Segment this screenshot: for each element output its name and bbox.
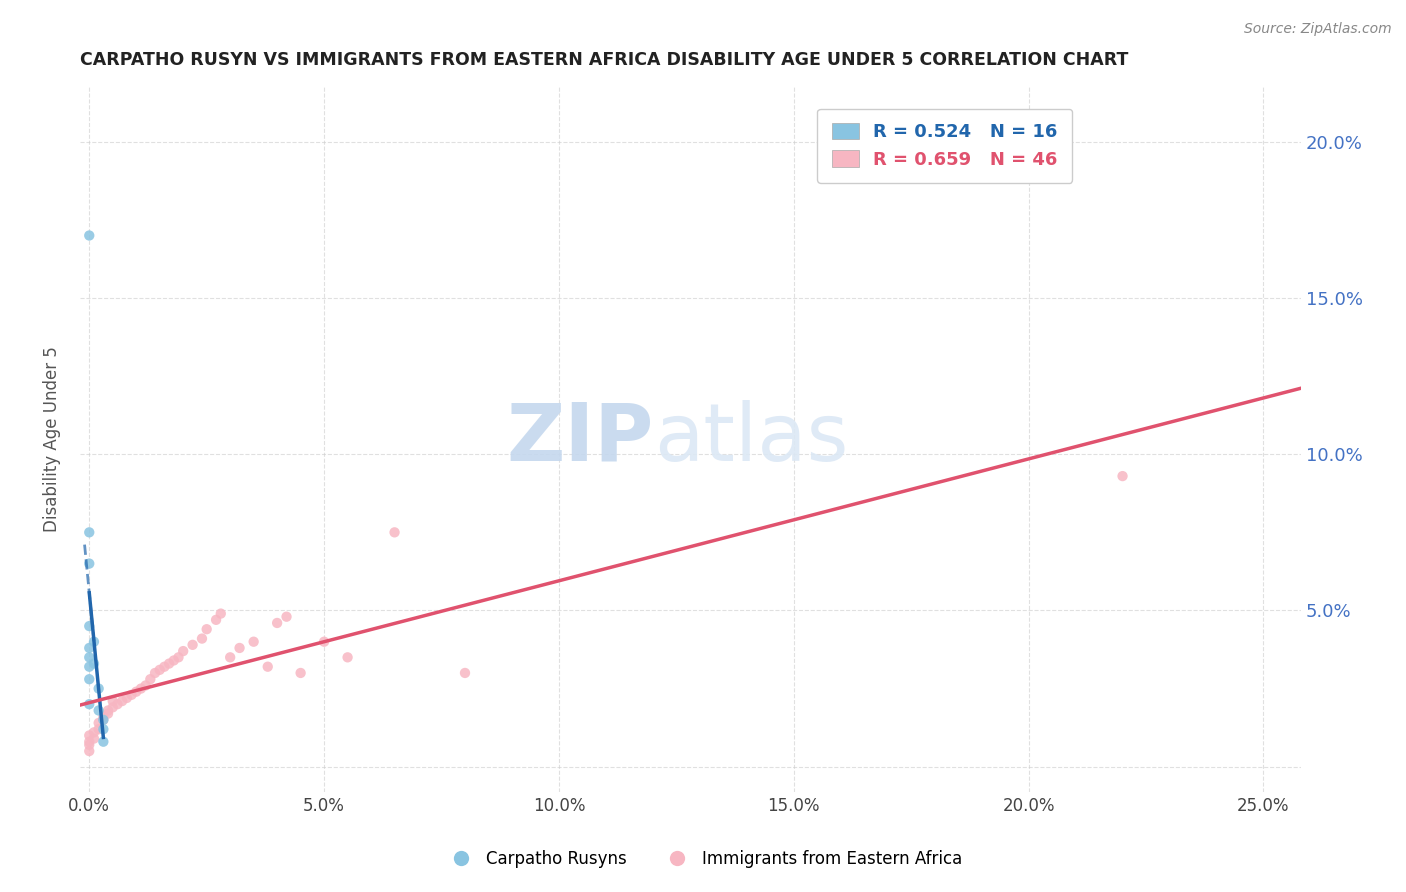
- Point: [153, 659, 176, 673]
- Point: [135, 678, 157, 692]
- Point: [149, 663, 172, 677]
- Point: [157, 657, 180, 671]
- Point: [87, 715, 110, 730]
- Point: [77, 228, 100, 243]
- Point: [228, 640, 250, 655]
- Point: [115, 690, 138, 705]
- Legend: R = 0.524   N = 16, R = 0.659   N = 46: R = 0.524 N = 16, R = 0.659 N = 46: [817, 109, 1073, 183]
- Point: [219, 650, 242, 665]
- Text: CARPATHO RUSYN VS IMMIGRANTS FROM EASTERN AFRICA DISABILITY AGE UNDER 5 CORRELAT: CARPATHO RUSYN VS IMMIGRANTS FROM EASTER…: [80, 51, 1128, 69]
- Point: [167, 650, 190, 665]
- Point: [87, 703, 110, 717]
- Point: [139, 672, 162, 686]
- Point: [87, 722, 110, 736]
- Point: [195, 622, 218, 636]
- Point: [77, 729, 100, 743]
- Point: [83, 725, 105, 739]
- Point: [77, 738, 100, 752]
- Point: [143, 665, 166, 680]
- Point: [454, 665, 477, 680]
- Point: [256, 659, 278, 673]
- Point: [181, 638, 204, 652]
- Point: [125, 684, 148, 698]
- Point: [129, 681, 152, 696]
- Point: [111, 694, 134, 708]
- Point: [97, 706, 120, 721]
- Point: [87, 681, 110, 696]
- Point: [77, 557, 100, 571]
- Point: [191, 632, 214, 646]
- Point: [163, 653, 186, 667]
- Point: [107, 697, 129, 711]
- Point: [77, 659, 100, 673]
- Point: [77, 735, 100, 749]
- Point: [242, 634, 264, 648]
- Point: [77, 619, 100, 633]
- Point: [97, 703, 120, 717]
- Point: [172, 644, 194, 658]
- Point: [83, 634, 105, 648]
- Text: atlas: atlas: [654, 400, 848, 477]
- Point: [121, 688, 143, 702]
- Point: [77, 744, 100, 758]
- Point: [83, 731, 105, 746]
- Point: [77, 640, 100, 655]
- Point: [314, 634, 336, 648]
- Point: [93, 722, 115, 736]
- Point: [93, 709, 115, 723]
- Point: [290, 665, 312, 680]
- Point: [266, 615, 288, 630]
- Point: [93, 713, 115, 727]
- Point: [77, 672, 100, 686]
- Point: [384, 525, 406, 540]
- Point: [1111, 469, 1133, 483]
- Legend: Carpatho Rusyns, Immigrants from Eastern Africa: Carpatho Rusyns, Immigrants from Eastern…: [437, 844, 969, 875]
- Point: [209, 607, 232, 621]
- Point: [83, 657, 105, 671]
- Point: [276, 609, 298, 624]
- Text: ZIP: ZIP: [506, 400, 654, 477]
- Point: [93, 713, 115, 727]
- Point: [77, 650, 100, 665]
- Point: [101, 694, 124, 708]
- Y-axis label: Disability Age Under 5: Disability Age Under 5: [44, 346, 60, 532]
- Point: [77, 697, 100, 711]
- Point: [77, 525, 100, 540]
- Point: [205, 613, 228, 627]
- Point: [336, 650, 359, 665]
- Text: Source: ZipAtlas.com: Source: ZipAtlas.com: [1244, 22, 1392, 37]
- Point: [101, 700, 124, 714]
- Point: [93, 735, 115, 749]
